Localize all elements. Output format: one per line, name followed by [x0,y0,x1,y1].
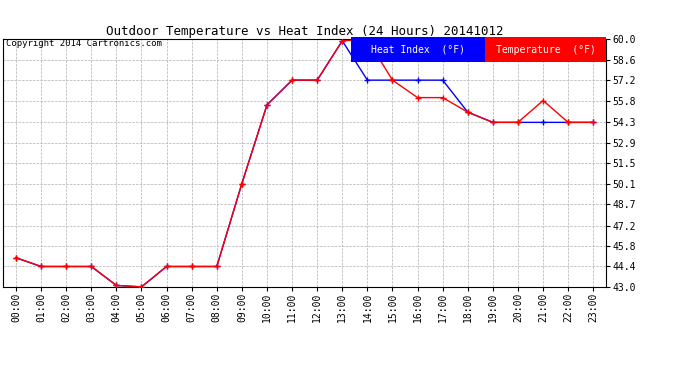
Text: Heat Index  (°F): Heat Index (°F) [371,45,465,55]
Title: Outdoor Temperature vs Heat Index (24 Hours) 20141012: Outdoor Temperature vs Heat Index (24 Ho… [106,25,504,38]
Text: Copyright 2014 Cartronics.com: Copyright 2014 Cartronics.com [6,39,161,48]
Text: Temperature  (°F): Temperature (°F) [495,45,595,55]
